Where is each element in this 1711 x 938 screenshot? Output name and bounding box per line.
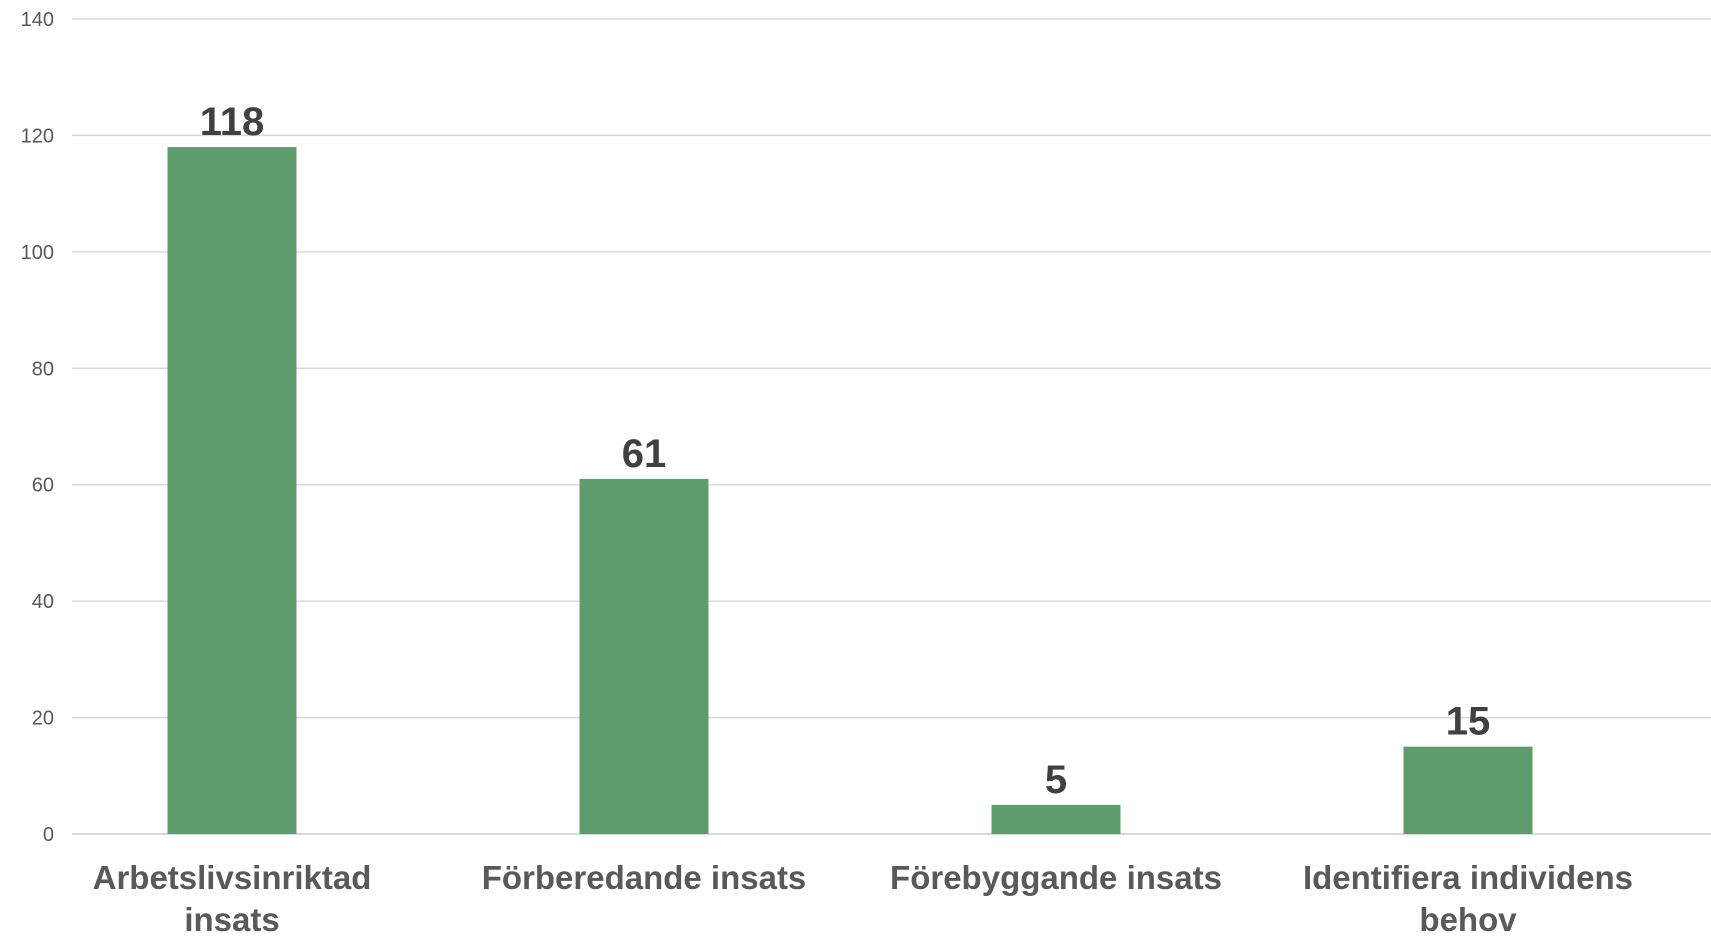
y-tick-label: 60 [32, 475, 54, 497]
bar [1403, 746, 1533, 834]
y-tick-label: 0 [43, 824, 54, 846]
category-label-line: Förebyggande insats [890, 859, 1222, 896]
category-label: Förebyggande insats [890, 859, 1222, 896]
bar [991, 804, 1121, 834]
data-label: 5 [1045, 758, 1067, 802]
data-label: 15 [1446, 700, 1491, 744]
category-label-line: behov [1419, 901, 1517, 938]
y-tick-label: 100 [21, 242, 54, 264]
y-axis-tick-labels: 0 20 40 60 80 100 120 140 [21, 9, 54, 846]
category-label: Arbetslivsinriktad insats [93, 859, 372, 938]
y-tick-label: 20 [32, 708, 54, 730]
category-label-line: insats [184, 901, 279, 938]
bars [167, 147, 1533, 835]
bar [579, 478, 709, 834]
y-tick-label: 80 [32, 358, 54, 380]
data-label: 61 [622, 432, 667, 476]
y-tick-label: 120 [21, 125, 54, 147]
bar [167, 147, 297, 835]
data-label: 118 [200, 100, 265, 144]
x-axis-category-labels: Arbetslivsinriktad insats Förberedande ins… [93, 859, 1633, 938]
category-label-line: Arbetslivsinriktad [93, 859, 372, 896]
y-tick-label: 140 [21, 9, 54, 31]
y-tick-label: 40 [32, 591, 54, 613]
data-labels: 118 61 5 15 [200, 100, 1491, 802]
category-label: Förberedande insats [482, 859, 807, 896]
category-label-line: Identifiera individens [1303, 859, 1633, 896]
category-label-line: Förberedande insats [482, 859, 807, 896]
category-label: Identifiera individens behov [1303, 859, 1633, 938]
